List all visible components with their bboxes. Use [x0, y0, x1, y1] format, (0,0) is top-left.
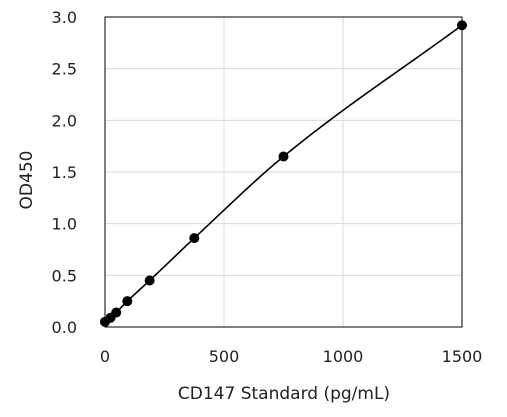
x-axis-title: CD147 Standard (pg/mL) [178, 384, 390, 404]
x-tick-label: 1500 [442, 347, 483, 366]
y-tick-labels: 0.0 0.5 1.0 1.5 2.0 2.5 3.0 [52, 8, 77, 337]
data-point [144, 275, 155, 286]
plot-frame [104, 16, 463, 328]
y-axis-title: OD450 [17, 151, 37, 210]
data-point [111, 307, 122, 318]
data-point [189, 233, 200, 244]
x-tick-label: 1000 [323, 347, 364, 366]
fit-curve [104, 24, 463, 323]
y-tick-label: 3.0 [52, 8, 77, 27]
gridlines [105, 17, 462, 327]
y-tick-label: 1.5 [52, 163, 77, 182]
y-tick-label: 1.0 [52, 215, 77, 234]
plot-area-frame [104, 16, 463, 328]
x-tick-labels: 0 500 1000 1500 [100, 347, 482, 366]
y-tick-label: 0.0 [52, 318, 77, 337]
y-tick-label: 2.0 [52, 111, 77, 130]
data-points [100, 20, 467, 327]
data-point [457, 20, 467, 31]
x-tick-label: 500 [209, 347, 240, 366]
data-point [278, 151, 289, 162]
y-tick-label: 0.5 [52, 266, 77, 285]
data-point [122, 296, 133, 307]
y-tick-label: 2.5 [52, 60, 77, 79]
fit-curve-layer [104, 24, 463, 323]
x-tick-label: 0 [100, 347, 110, 366]
